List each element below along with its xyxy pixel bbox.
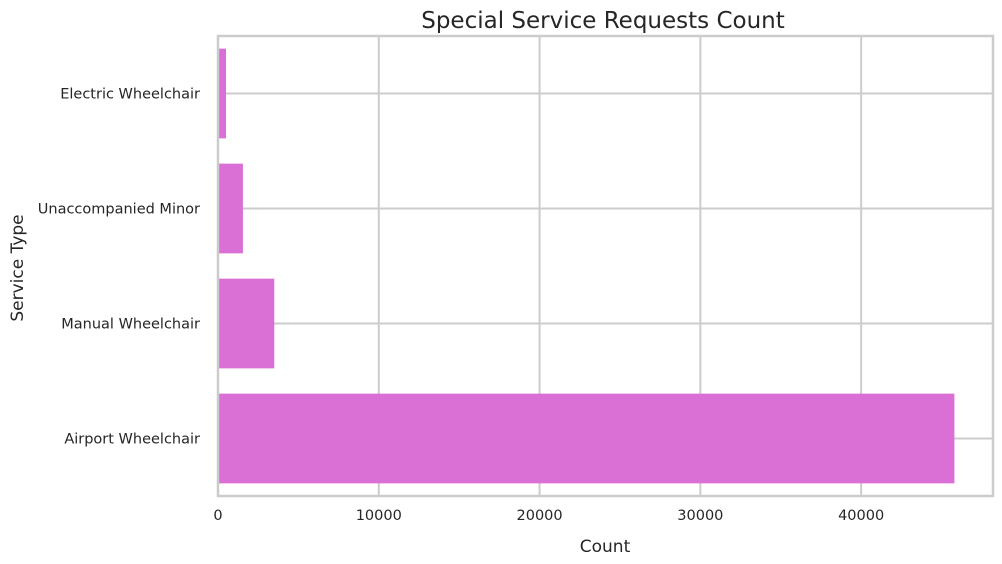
bars (218, 48, 955, 484)
bar (218, 278, 275, 369)
x-tick-label: 30000 (677, 508, 723, 524)
chart-title: Special Service Requests Count (421, 8, 785, 34)
x-tick-labels: 0 10000 20000 30000 40000 (213, 508, 884, 524)
x-tick-label: 20000 (517, 508, 563, 524)
y-tick-labels: Airport Wheelchair Manual Wheelchair Unacc… (38, 87, 200, 448)
bar (218, 163, 243, 254)
x-axis-label: Count (580, 537, 631, 557)
y-tick-label: Airport Wheelchair (64, 432, 200, 448)
y-axis-label: Service Type (8, 214, 28, 321)
y-tick-label: Unaccompanied Minor (38, 202, 200, 218)
bar (218, 48, 227, 139)
y-tick-label: Electric Wheelchair (60, 87, 200, 103)
x-tick-label: 40000 (838, 508, 884, 524)
x-tick-label: 10000 (356, 508, 402, 524)
bar (218, 393, 955, 484)
y-tick-label: Manual Wheelchair (61, 317, 200, 333)
x-tick-label: 0 (213, 508, 222, 524)
plot-frame (216, 34, 995, 498)
axes-spines (216, 34, 995, 498)
